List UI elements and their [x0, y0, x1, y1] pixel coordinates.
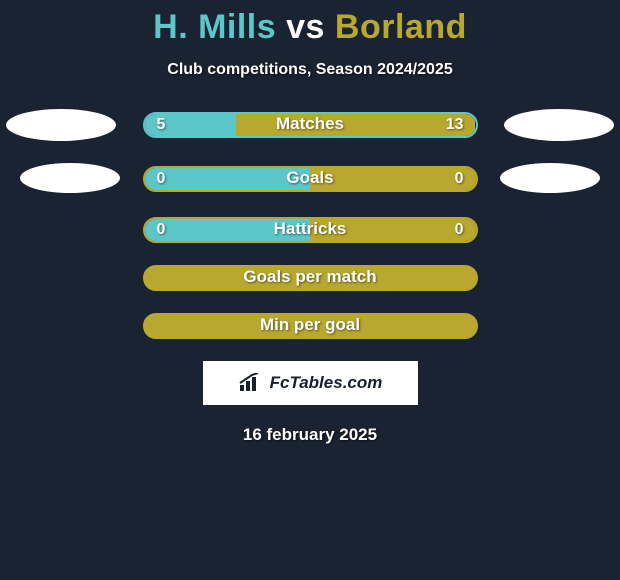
stat-value-left: 0 [157, 221, 166, 239]
stat-row: Goals per match [0, 265, 620, 291]
player2-badge-placeholder [504, 109, 614, 141]
title-vs: vs [286, 8, 325, 46]
bar-right [310, 219, 476, 241]
stat-value-right: 0 [455, 221, 464, 239]
stat-label: Goals per match [243, 267, 376, 287]
player1-badge-placeholder [20, 163, 120, 193]
stat-value-left: 5 [157, 116, 166, 134]
stat-bar-matches: 5 Matches 13 [143, 112, 478, 138]
title-player2: Borland [335, 8, 467, 46]
comparison-card: H. Mills vs Borland Club competitions, S… [0, 0, 620, 445]
stat-row: 0 Hattricks 0 [0, 217, 620, 243]
stat-value-right: 13 [446, 116, 464, 134]
bar-right [310, 168, 476, 190]
stat-row: Min per goal [0, 313, 620, 339]
bar-left [145, 219, 311, 241]
player1-badge-placeholder [6, 109, 116, 141]
page-title: H. Mills vs Borland [153, 8, 467, 47]
bar-left [145, 168, 311, 190]
stat-bar-goals: 0 Goals 0 [143, 166, 478, 192]
stat-label: Min per goal [260, 315, 360, 335]
stat-value-left: 0 [157, 170, 166, 188]
stat-bar-min-per-goal: Min per goal [143, 313, 478, 339]
player2-badge-placeholder [500, 163, 600, 193]
source-badge-text: FcTables.com [270, 373, 383, 393]
stat-bar-hattricks: 0 Hattricks 0 [143, 217, 478, 243]
source-badge[interactable]: FcTables.com [203, 361, 418, 405]
chart-icon [238, 373, 264, 393]
bar-right [236, 114, 475, 136]
stat-row: 5 Matches 13 [0, 109, 620, 141]
title-player1: H. Mills [153, 8, 276, 46]
stats-rows: 5 Matches 13 0 Goals 0 0 Hattricks [0, 109, 620, 339]
stat-row: 0 Goals 0 [0, 163, 620, 195]
stat-value-right: 0 [455, 170, 464, 188]
date-label: 16 february 2025 [243, 425, 377, 445]
stat-bar-goals-per-match: Goals per match [143, 265, 478, 291]
subtitle: Club competitions, Season 2024/2025 [167, 61, 452, 79]
